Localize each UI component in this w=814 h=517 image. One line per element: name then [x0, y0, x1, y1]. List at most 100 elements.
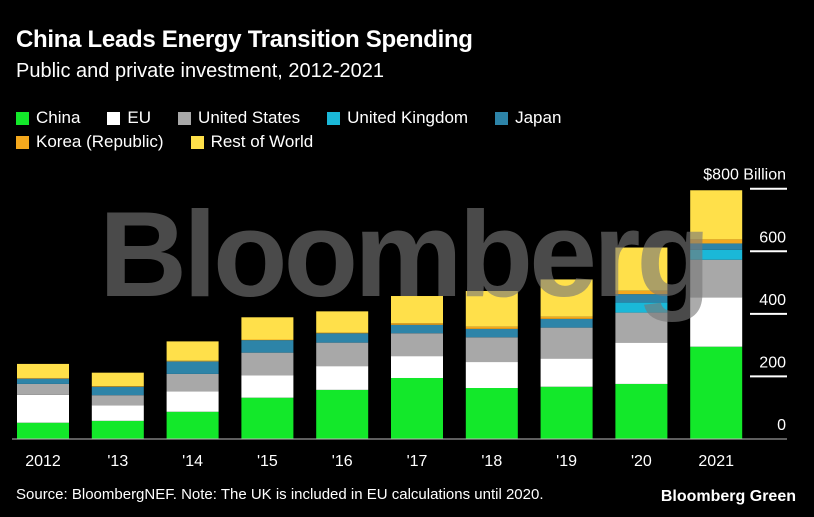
- legend-swatch: [495, 111, 509, 125]
- x-tick-label: '18: [481, 453, 502, 470]
- legend-label: Rest of World: [210, 132, 314, 151]
- bar-segment-japan: [690, 243, 743, 250]
- bar-segment-rest-of-world: [17, 363, 69, 378]
- source-note: Source: BloombergNEF. Note: The UK is in…: [16, 486, 544, 503]
- legend-swatch: [178, 111, 192, 125]
- legend-row: Korea (Republic) Rest of World: [16, 130, 588, 154]
- y-tick-label: $800 Billion: [703, 167, 786, 184]
- x-tick-label: '15: [257, 453, 278, 470]
- bar-segment-eu: [166, 391, 219, 412]
- bar-segment-korea-republic: [391, 323, 443, 325]
- bar-segment-rest-of-world: [166, 341, 219, 361]
- bar-segment-korea-republic: [316, 332, 369, 334]
- x-tick-label: 2012: [25, 453, 61, 470]
- bar-segment-japan: [391, 324, 443, 334]
- legend-label: Japan: [515, 108, 562, 127]
- legend-swatch: [16, 135, 29, 149]
- legend-row: China EU United States United Kingdom Ja…: [16, 106, 588, 130]
- bar-segment-korea-republic: [17, 377, 69, 379]
- bar-segment-korea-republic: [91, 386, 144, 387]
- legend-swatch: [190, 135, 204, 149]
- legend-item-japan: Japan: [495, 108, 561, 128]
- bar-segment-china: [316, 389, 369, 439]
- bar-segment-japan: [615, 294, 668, 303]
- x-tick-label: '20: [631, 453, 652, 470]
- bar-segment-china: [465, 388, 518, 439]
- bar-segment-china: [91, 420, 144, 439]
- bar-segment-korea-republic: [241, 339, 294, 341]
- legend-item-united-kingdom: United Kingdom: [327, 108, 468, 128]
- bar-segment-china: [540, 386, 593, 439]
- x-tick-label: '17: [407, 453, 428, 470]
- legend-swatch: [107, 111, 121, 125]
- bar-segment-eu: [241, 375, 294, 398]
- bar-segment-rest-of-world: [540, 279, 593, 317]
- bar-segment-china: [241, 397, 294, 439]
- bar-segment-eu: [316, 366, 369, 390]
- bar-segment-rest-of-world: [391, 296, 443, 324]
- bar-segment-eu: [540, 358, 593, 387]
- bar-segment-china: [166, 411, 219, 439]
- x-tick-label: '19: [556, 453, 577, 470]
- y-tick-label: 400: [759, 292, 786, 309]
- bar-segment-eu: [465, 362, 518, 389]
- bar-segment-united-states: [690, 259, 743, 298]
- bar-segment-eu: [91, 405, 144, 421]
- legend-swatch: [16, 111, 29, 125]
- bar-segment-japan: [166, 361, 219, 374]
- y-tick-label: 200: [759, 354, 786, 371]
- legend-item-united-states: United States: [178, 108, 300, 128]
- bar-segment-united-states: [316, 342, 369, 367]
- bar-segment-rest-of-world: [615, 247, 668, 291]
- legend-label: United States: [198, 108, 301, 127]
- legend-item-rest-of-world: Rest of World: [190, 132, 314, 152]
- bar-segment-rest-of-world: [241, 317, 294, 340]
- bar-segment-united-states: [17, 383, 69, 395]
- bar-segment-korea-republic: [540, 316, 593, 319]
- brand-logo: Bloomberg Green: [660, 488, 796, 505]
- bar-segment-japan: [17, 378, 69, 384]
- legend-label: China: [36, 108, 81, 127]
- legend-label: Korea (Republic): [36, 132, 164, 151]
- legend-label: EU: [127, 108, 152, 127]
- bar-segment-japan: [91, 386, 144, 396]
- bar-segment-korea-republic: [690, 239, 743, 244]
- bar-segment-united-kingdom: [690, 249, 743, 260]
- bar-segment-japan: [241, 340, 294, 353]
- bar-segment-eu: [615, 342, 668, 384]
- bar-segment-japan: [540, 318, 593, 328]
- bar-segment-china: [391, 377, 443, 439]
- bar-segment-rest-of-world: [465, 291, 518, 327]
- bar-segment-korea-republic: [465, 326, 518, 329]
- bar-segment-japan: [465, 328, 518, 338]
- bar-segment-united-states: [540, 327, 593, 359]
- bar-segment-united-states: [241, 352, 294, 376]
- bar-segment-rest-of-world: [316, 311, 369, 333]
- legend-swatch: [327, 111, 341, 125]
- bar-segment-eu: [391, 356, 443, 378]
- x-tick-label: '16: [332, 453, 353, 470]
- bar-segment-japan: [316, 333, 369, 343]
- watermark-logo: Bloomberg: [99, 186, 707, 322]
- bar-segment-korea-republic: [615, 290, 668, 295]
- x-tick-label: '14: [182, 453, 203, 470]
- bar-segment-eu: [17, 394, 69, 423]
- y-tick-label: 600: [759, 229, 786, 246]
- bar-segment-eu: [690, 297, 743, 347]
- legend-item-eu: EU: [107, 108, 151, 128]
- bar-segment-united-kingdom: [615, 302, 668, 313]
- chart-title: China Leads Energy Transition Spending: [16, 26, 473, 53]
- bar-segment-united-states: [615, 312, 668, 343]
- bar-segment-united-states: [166, 373, 219, 392]
- x-tick-label: 2021: [698, 453, 734, 470]
- bar-segment-rest-of-world: [690, 190, 743, 240]
- bar-segment-rest-of-world: [91, 372, 144, 387]
- bar-segment-united-states: [91, 395, 144, 406]
- bar-segment-united-states: [391, 333, 443, 357]
- legend-label: United Kingdom: [347, 108, 469, 127]
- bar-segment-china: [615, 383, 668, 439]
- bar-segment-china: [17, 422, 69, 439]
- legend-item-korea: Korea (Republic): [16, 132, 164, 152]
- bar-segment-china: [690, 346, 743, 439]
